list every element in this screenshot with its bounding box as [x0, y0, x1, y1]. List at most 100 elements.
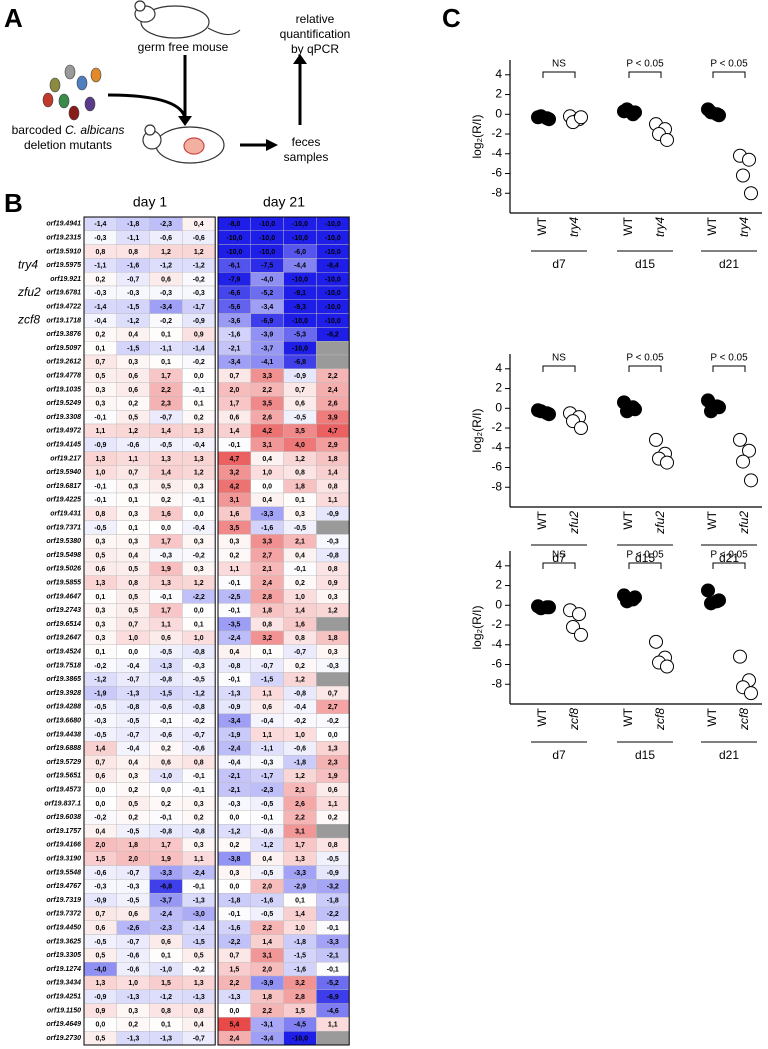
group-label: d7: [552, 551, 566, 565]
arrowheads: [178, 54, 307, 151]
panel-letter: C: [442, 3, 461, 33]
cell-value: 0,2: [128, 401, 138, 408]
annotation: NS: [552, 550, 566, 561]
cell-value: -2,1: [228, 345, 240, 352]
gene-label: orf19.6514: [46, 621, 81, 628]
cell-value: 1,0: [295, 925, 305, 932]
x-tick-label: WT: [705, 510, 719, 529]
cell-value: -0,7: [193, 1035, 205, 1042]
cell: [316, 341, 350, 356]
cell-value: -1,5: [294, 953, 306, 960]
cell-value: 1,5: [96, 856, 106, 863]
cell-value: -0,4: [193, 525, 205, 532]
y-tick-label: 2: [495, 381, 502, 395]
cell-value: 4,7: [230, 456, 240, 463]
cell-value: 4,7: [328, 428, 338, 435]
point: [572, 607, 586, 622]
point: [712, 108, 726, 123]
cell-value: 1,0: [295, 732, 305, 739]
cell-value: -1,3: [127, 994, 139, 1001]
cell-value: -10,0: [325, 318, 341, 325]
cell-value: -0,6: [193, 746, 205, 753]
cell-value: -1,3: [193, 897, 205, 904]
gene-label: orf19.3625: [46, 938, 81, 945]
cell-value: 0,4: [128, 552, 138, 559]
cell-value: 0,3: [328, 649, 338, 656]
point: [712, 400, 726, 415]
cell-value: 0,4: [128, 759, 138, 766]
y-tick-label: -6: [491, 166, 502, 180]
cell-value: 0,8: [328, 566, 338, 573]
cell-value: -1,1: [94, 263, 106, 270]
qpcr-label: quantification: [280, 27, 351, 41]
cell-value: -0,6: [160, 704, 172, 711]
y-axis-label: log₂(R/I): [470, 114, 484, 158]
cell-value: 0,3: [328, 594, 338, 601]
cell-value: -0,9: [94, 994, 106, 1001]
cell-value: -1,8: [294, 939, 306, 946]
cell-value: -6,8: [160, 884, 172, 891]
cell-value: 0,0: [194, 608, 204, 615]
cell-value: 0,0: [230, 1008, 240, 1015]
cell-value: -4,0: [261, 276, 273, 283]
gene-label: orf19.4941: [46, 221, 81, 228]
cell-value: -0,3: [94, 290, 106, 297]
cell-value: -10,0: [325, 249, 341, 256]
cell-value: -0,5: [327, 856, 339, 863]
cell-value: -0,5: [94, 732, 106, 739]
point: [733, 432, 747, 447]
block-border: [217, 216, 350, 1046]
cell-value: 4,2: [230, 483, 240, 490]
cell-value: 1,6: [230, 511, 240, 518]
cell-value: -2,1: [228, 773, 240, 780]
y-tick-label: -2: [491, 126, 502, 140]
gene-label: orf19.5910: [46, 248, 81, 255]
cell-value: 1,1: [194, 856, 204, 863]
cell-value: 1,2: [295, 773, 305, 780]
cell-value: -0,8: [294, 690, 306, 697]
cell-value: 2,2: [230, 980, 240, 987]
cell-value: 1,3: [295, 856, 305, 863]
cell-value: 1,0: [194, 635, 204, 642]
y-tick-label: 2: [495, 87, 502, 101]
y-tick-label: -2: [491, 420, 502, 434]
cell-value: -2,6: [127, 925, 139, 932]
cell-value: -1,1: [261, 746, 273, 753]
cell-value: -8,4: [327, 263, 339, 270]
x-tick-label: zfu2: [737, 511, 751, 535]
gene-label: orf19.4524: [46, 649, 81, 656]
cell-value: 0,2: [161, 746, 171, 753]
cell-value: -0,3: [160, 552, 172, 559]
cell-value: -0,7: [261, 663, 273, 670]
cell-value: -1,2: [228, 828, 240, 835]
cell-value: 0,2: [161, 497, 171, 504]
cell-value: -3,1: [261, 1022, 273, 1029]
point: [628, 402, 642, 417]
cell-value: 0,5: [96, 552, 106, 559]
cell-value: -0,6: [127, 966, 139, 973]
annotation: P < 0.05: [710, 59, 748, 70]
cell-value: -1,1: [127, 235, 139, 242]
cell-value: 0,4: [230, 649, 240, 656]
cell-value: 1,7: [161, 608, 171, 615]
cell-value: 0,2: [128, 787, 138, 794]
cell-value: -0,1: [94, 497, 106, 504]
cell-value: 0,5: [96, 1035, 106, 1042]
cell-value: 1,1: [230, 566, 240, 573]
cell-value: -1,6: [261, 525, 273, 532]
cell-value: 1,8: [262, 994, 272, 1001]
cell-value: 0,5: [161, 483, 171, 490]
gene-label: orf19.4778: [46, 373, 81, 380]
cell-value: -0,2: [193, 718, 205, 725]
cell-value: -0,6: [160, 732, 172, 739]
cell-value: 3,5: [230, 525, 240, 532]
cell: [316, 520, 350, 535]
cell-value: 0,4: [194, 221, 204, 228]
bracket: [542, 365, 576, 372]
cell-value: 0,6: [128, 911, 138, 918]
y-tick-label: 0: [495, 106, 502, 120]
cell-value: 2,6: [262, 414, 272, 421]
gene-label: orf19.4251: [46, 994, 81, 1001]
cell-value: -7,5: [261, 263, 273, 270]
